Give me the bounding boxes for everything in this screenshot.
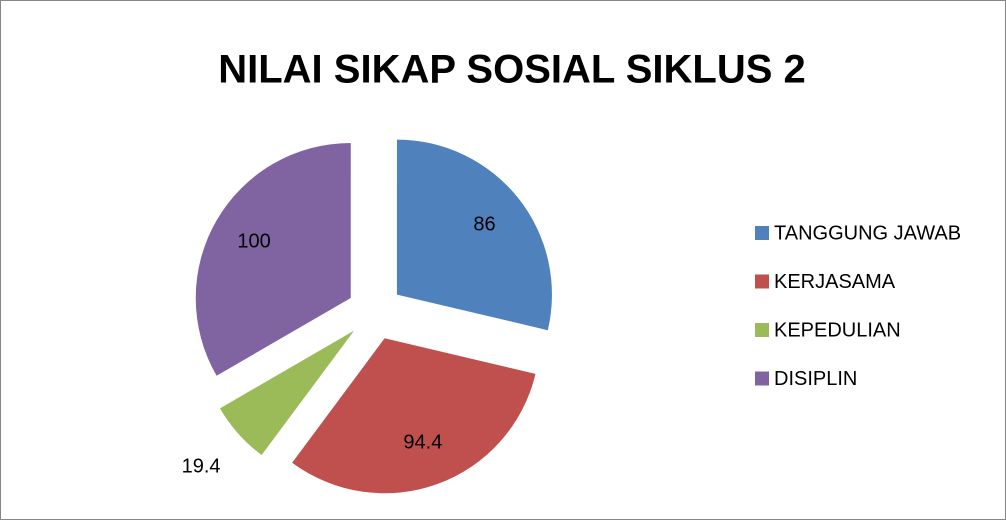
data-label: 94.4 (403, 431, 442, 453)
pie-slice (396, 139, 552, 331)
legend-swatch (755, 323, 769, 337)
data-label: 19.4 (182, 455, 221, 477)
data-label: 100 (237, 231, 270, 253)
legend-label: DISIPLIN (774, 368, 857, 390)
legend-swatch (755, 371, 769, 386)
pie-slice (219, 330, 355, 456)
legend-label: TANGGUNG JAWAB (774, 222, 961, 244)
legend-label: KERJASAMA (774, 271, 896, 293)
pie-slice (195, 143, 351, 376)
chart-title: NILAI SIKAP SOSIAL SIKLUS 2 (218, 48, 806, 92)
legend-label: KEPEDULIAN (774, 319, 901, 341)
data-label: 86 (473, 214, 495, 236)
legend-swatch (755, 274, 769, 289)
legend-swatch (755, 226, 769, 240)
pie-slice (292, 338, 536, 494)
